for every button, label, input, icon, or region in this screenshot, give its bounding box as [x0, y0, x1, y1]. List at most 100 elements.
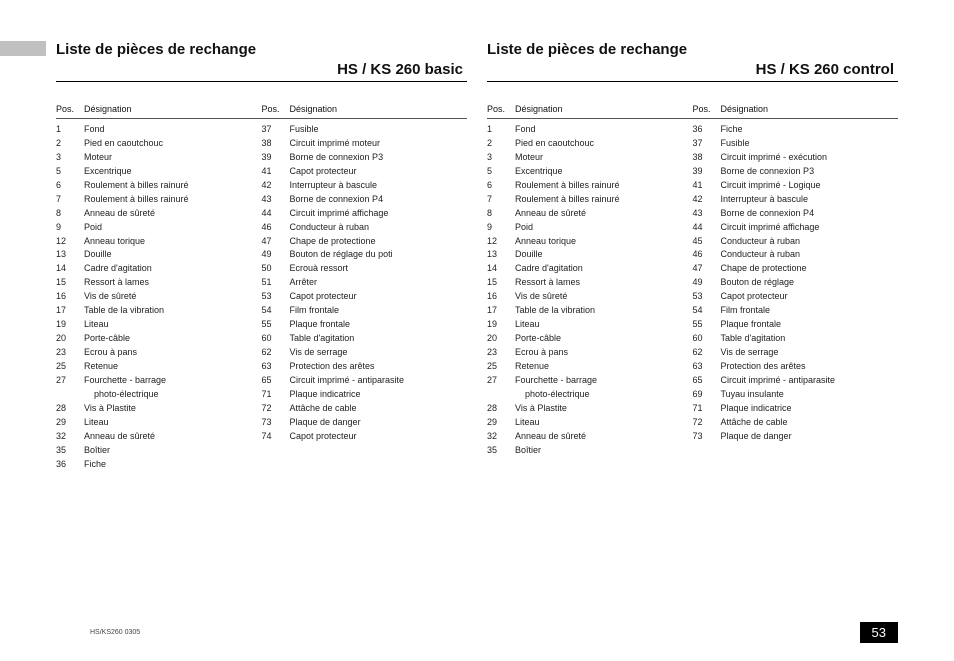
table-row: 9Poid [487, 221, 693, 235]
position-cell: 46 [262, 221, 290, 235]
table-row: photo-électrique [487, 388, 693, 402]
table-row: 63Protection des arêtes [262, 360, 468, 374]
table-row: 42Interrupteur à bascule [262, 179, 468, 193]
position-cell: 13 [487, 248, 515, 262]
designation-cell: Circuit imprimé - antiparasite [721, 374, 899, 388]
designation-cell: Capot protecteur [290, 165, 468, 179]
position-cell: 35 [487, 444, 515, 458]
table-row: 32Anneau de sûreté [487, 430, 693, 444]
table-row: 62Vis de serrage [262, 346, 468, 360]
designation-cell: Vis à Plastite [515, 402, 693, 416]
designation-cell: Douille [84, 248, 262, 262]
designation-cell: Fond [515, 123, 693, 137]
position-cell: 39 [693, 165, 721, 179]
table-row: 54Film frontale [262, 304, 468, 318]
table-row: 47Chape de protectione [693, 262, 899, 276]
table-row: 2Pied en caoutchouc [487, 137, 693, 151]
table-row: 16Vis de sûreté [56, 290, 262, 304]
position-cell: 55 [693, 318, 721, 332]
designation-cell: Vis à Plastite [84, 402, 262, 416]
designation-cell: Capot protecteur [290, 430, 468, 444]
table-row: 15Ressort à lames [487, 276, 693, 290]
designation-cell: Table de la vibration [84, 304, 262, 318]
position-cell: 41 [693, 179, 721, 193]
table-row: 65Circuit imprimé - antiparasite [262, 374, 468, 388]
designation-cell: Interrupteur à bascule [290, 179, 468, 193]
title-line1: Liste de pièces de rechange [56, 40, 467, 60]
position-cell: 1 [56, 123, 84, 137]
position-cell: 42 [262, 179, 290, 193]
designation-cell: Tuyau insulante [721, 388, 899, 402]
table-row: 39Borne de connexion P3 [262, 151, 468, 165]
position-cell: 49 [693, 276, 721, 290]
position-cell: 16 [487, 290, 515, 304]
table-row: 49Bouton de réglage [693, 276, 899, 290]
designation-cell: Boîtier [84, 444, 262, 458]
position-cell: 3 [56, 151, 84, 165]
table-row: 25Retenue [487, 360, 693, 374]
designation-cell: Roulement à billes rainuré [515, 193, 693, 207]
position-cell: 38 [262, 137, 290, 151]
designation-cell: Chape de protectione [721, 262, 899, 276]
position-cell: 25 [56, 360, 84, 374]
table-row: 6Roulement à billes rainuré [56, 179, 262, 193]
position-cell: 53 [262, 290, 290, 304]
position-cell: 72 [262, 402, 290, 416]
position-cell: 62 [693, 346, 721, 360]
designation-cell: Excentrique [515, 165, 693, 179]
position-cell: 2 [487, 137, 515, 151]
col-header: Pos. Désignation [487, 104, 693, 119]
designation-cell: Anneau de sûreté [515, 430, 693, 444]
list-control-left: 1Fond2Pied en caoutchouc3Moteur5Excentri… [487, 123, 693, 458]
col-header: Pos. Désignation [262, 104, 468, 119]
designation-cell: Excentrique [84, 165, 262, 179]
position-cell: 32 [487, 430, 515, 444]
table-row: 27Fourchette - barrage [56, 374, 262, 388]
table-row: 45Conducteur à ruban [693, 235, 899, 249]
table-row: 46Conducteur à ruban [693, 248, 899, 262]
table-row: 44Circuit imprimé affichage [262, 207, 468, 221]
designation-cell: Anneau de sûreté [515, 207, 693, 221]
position-cell: 17 [56, 304, 84, 318]
position-cell: 15 [487, 276, 515, 290]
position-cell: 6 [56, 179, 84, 193]
columns-basic: Pos. Désignation 1Fond2Pied en caoutchou… [56, 100, 467, 471]
designation-cell: Capot protecteur [721, 290, 899, 304]
footer-doc-id: HS/KS260 0305 [90, 629, 140, 636]
designation-cell: Vis de serrage [721, 346, 899, 360]
col-basic-right: Pos. Désignation 37Fusible38Circuit impr… [262, 100, 468, 471]
table-row: 38Circuit imprimé - exécution [693, 151, 899, 165]
designation-cell: Circuit imprimé - antiparasite [290, 374, 468, 388]
designation-cell: Anneau de sûreté [84, 430, 262, 444]
designation-cell: Ecrou à pans [515, 346, 693, 360]
table-row: 6Roulement à billes rainuré [487, 179, 693, 193]
position-cell: 69 [693, 388, 721, 402]
position-cell: 27 [487, 374, 515, 388]
designation-cell: Anneau de sûreté [84, 207, 262, 221]
pos-header: Pos. [262, 104, 290, 114]
position-cell: 65 [262, 374, 290, 388]
position-cell: 54 [693, 304, 721, 318]
position-cell: 32 [56, 430, 84, 444]
designation-cell: Borne de connexion P4 [721, 207, 899, 221]
table-row: 50Ecrouà ressort [262, 262, 468, 276]
designation-cell: Poid [84, 221, 262, 235]
position-cell: 45 [693, 235, 721, 249]
position-cell: 73 [262, 416, 290, 430]
position-cell: 19 [56, 318, 84, 332]
position-cell: 38 [693, 151, 721, 165]
designation-cell: Cadre d'agitation [515, 262, 693, 276]
table-row: 3Moteur [487, 151, 693, 165]
table-row: 15Ressort à lames [56, 276, 262, 290]
table-row: 25Retenue [56, 360, 262, 374]
designation-cell: Film frontale [721, 304, 899, 318]
designation-cell: Table de la vibration [515, 304, 693, 318]
designation-cell: Capot protecteur [290, 290, 468, 304]
designation-cell: Moteur [84, 151, 262, 165]
designation-cell: Conducteur à ruban [721, 248, 899, 262]
position-cell: 2 [56, 137, 84, 151]
table-row: 29Liteau [56, 416, 262, 430]
section-basic: Liste de pièces de rechange HS / KS 260 … [56, 40, 467, 471]
position-cell: 73 [693, 430, 721, 444]
designation-cell: Fourchette - barrage [515, 374, 693, 388]
